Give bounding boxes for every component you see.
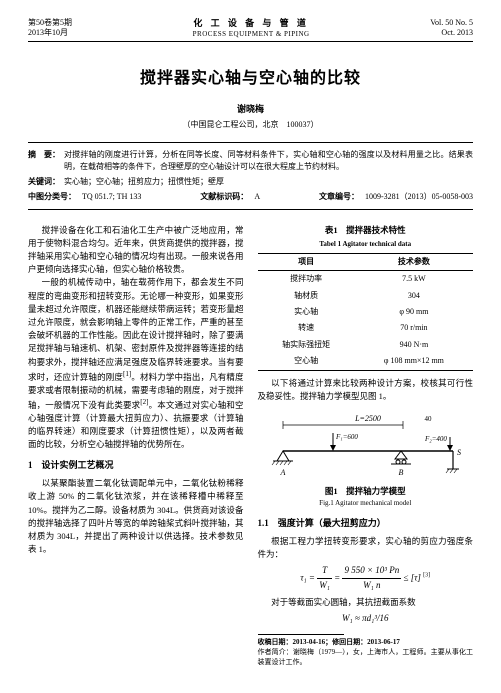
right-p2: 根据工程力学扭转变形要求，实心轴的剪应力强度条件为：	[258, 535, 474, 561]
t1r3c1: 70 r/min	[355, 320, 473, 336]
section-1-head: 1 设计实例工艺概况	[28, 459, 244, 473]
eq1-over: W₁	[317, 579, 332, 593]
abstract-block: 摘 要： 对搅拌轴的刚度进行计算，分析在同等长度、同等材料条件下，实心轴和空心轴…	[28, 142, 473, 210]
date-en: Oct. 2013	[430, 28, 473, 38]
docno-label: 文章编号：	[319, 192, 359, 201]
t1r2c0: 实心轴	[258, 304, 355, 320]
ref-2: [2]	[140, 398, 148, 406]
abstract-text: 对搅拌轴的刚度进行计算，分析在同等长度、同等材料条件下，实心轴和空心轴的强度以及…	[64, 149, 473, 173]
t1r5c0: 空心轴	[258, 353, 355, 370]
clc-label: 中图分类号：	[28, 192, 76, 201]
header-right: Vol. 50 No. 5 Oct. 2013	[430, 18, 473, 39]
shaft-model-diagram: L=2500 40 A B F₁=600 F₂=400 S	[263, 409, 468, 481]
figure-1: L=2500 40 A B F₁=600 F₂=400 S	[258, 409, 474, 481]
t1r0c1: 7.5 kW	[355, 271, 473, 288]
journal-cn: 化 工 设 备 与 管 道	[193, 18, 310, 30]
affiliation: （中国昆仑工程公司，北京 100037）	[28, 119, 473, 130]
t1r4c0: 轴实际强扭矩	[258, 337, 355, 353]
left-p2: 一般的机械传动中，轴在载荷作用下，都会发生不同程度的弯曲变形和扭转变形。无论哪一…	[28, 276, 244, 451]
equation-2: W₁ ≈ πd₁³/16	[258, 612, 474, 626]
t1r1c1: 304	[355, 288, 473, 304]
volume-en: Vol. 50 No. 5	[430, 18, 473, 28]
table1-h2: 技术参数	[355, 253, 473, 270]
table1-caption-en: Tabel 1 Agitator technical data	[258, 239, 474, 250]
svg-text:40: 40	[424, 415, 432, 423]
header-center: 化 工 设 备 与 管 道 PROCESS EQUIPMENT & PIPING	[193, 18, 310, 39]
eq1-lhs: τ₁ =	[300, 573, 315, 583]
svg-text:L=2500: L=2500	[354, 414, 381, 423]
header-rule	[28, 41, 473, 42]
left-p1: 搅拌设备在化工和石油化工生产中被广泛地应用，常用于使物料混合均匀。近年来，供货商…	[28, 224, 244, 277]
docmark: 文献标识码： A	[200, 191, 260, 203]
docno: 文章编号： 1009-3281（2013）05-0058-003	[319, 191, 473, 203]
svg-text:B: B	[398, 468, 403, 477]
svg-text:F₁=600: F₁=600	[335, 433, 358, 441]
t1r5c1: φ 108 mm×12 mm	[355, 353, 473, 370]
footnote-rule	[258, 634, 344, 635]
table1: 项目 技术参数 搅拌功率7.5 kW 轴材质304 实心轴φ 90 mm 转速7…	[258, 253, 474, 371]
running-header: 第50卷第5期 2013年10月 化 工 设 备 与 管 道 PROCESS E…	[28, 18, 473, 39]
eq1-rhs: ≤ [τ]	[404, 573, 421, 583]
paper-title: 搅拌器实心轴与空心轴的比较	[28, 64, 473, 88]
body-columns: 搅拌设备在化工和石油化工生产中被广泛地应用，常用于使物料混合均匀。近年来，供货商…	[28, 224, 473, 668]
clc: 中图分类号： TQ 051.7; TH 133	[28, 191, 141, 203]
author-name: 谢晓梅	[28, 102, 473, 115]
keywords-label: 关键词：	[28, 176, 60, 188]
eq1-mid: T	[317, 564, 332, 579]
footnote-auth: 作者简介：谢晓梅（1979—），女，上海市人，工程师。主要从事化工装置设计工作。	[258, 648, 474, 668]
svg-text:S: S	[457, 448, 461, 457]
left-column: 搅拌设备在化工和石油化工生产中被广泛地应用，常用于使物料混合均匀。近年来，供货商…	[28, 224, 244, 668]
eq1-num: 9 550 × 10³ Pn	[342, 564, 401, 579]
footnote-recv: 收稿日期：2013-04-16；修回日期：2013-06-17	[258, 638, 474, 648]
journal-en: PROCESS EQUIPMENT & PIPING	[193, 30, 310, 39]
docmark-label: 文献标识码：	[200, 192, 248, 201]
t1r0c0: 搅拌功率	[258, 271, 355, 288]
keywords-text: 实心轴；空心轴；扭剪应力；扭惯性矩；壁厚	[64, 176, 224, 188]
docmark-text: A	[254, 192, 260, 201]
svg-text:A: A	[279, 468, 285, 477]
equation-1: τ₁ = T W₁ = 9 550 × 10³ Pn W₁ n ≤ [τ] [3…	[258, 564, 474, 593]
page: 第50卷第5期 2013年10月 化 工 设 备 与 管 道 PROCESS E…	[0, 0, 501, 688]
t1r4c1: 940 N·m	[355, 337, 473, 353]
volume-cn: 第50卷第5期	[28, 18, 72, 28]
right-p3: 对于等截面实心圆轴，其抗扭截面系数	[258, 596, 474, 609]
left-p3: 以某聚酯装置二氧化钛调配单元中，二氧化钛粉稀释收上游 50% 的二氧化钛浓浆，并…	[28, 477, 244, 556]
eq1-ref: [3]	[423, 573, 430, 579]
ref-1: [1]	[123, 370, 131, 378]
table1-h1: 项目	[258, 253, 355, 270]
fig1-caption-en: Fig.1 Agitator mechanical model	[258, 498, 474, 509]
eq1-eq: =	[334, 573, 340, 583]
abstract-label: 摘 要：	[28, 149, 60, 173]
section-1.1-head: 1.1 强度计算（最大扭剪应力）	[258, 517, 474, 531]
docno-text: 1009-3281（2013）05-0058-003	[365, 192, 473, 201]
right-column: 表1 搅拌器技术特性 Tabel 1 Agitator technical da…	[258, 224, 474, 668]
header-left: 第50卷第5期 2013年10月	[28, 18, 72, 39]
left-p2-a: 一般的机械传动中，轴在载荷作用下，都会发生不同程度的弯曲变形和扭转变形。无论哪一…	[28, 277, 244, 381]
t1r3c0: 转速	[258, 320, 355, 336]
table1-caption-cn: 表1 搅拌器技术特性	[258, 224, 474, 237]
t1r2c1: φ 90 mm	[355, 304, 473, 320]
right-p1: 以下将通过计算来比较两种设计方案，校核其可行性及稳妥性。搅拌轴力学模型见图 1。	[258, 377, 474, 403]
footnote-block: 收稿日期：2013-04-16；修回日期：2013-06-17 作者简介：谢晓梅…	[258, 638, 474, 667]
eq1-den: W₁ n	[342, 579, 401, 593]
fig1-caption-cn: 图1 搅拌轴力学模型	[258, 485, 474, 498]
date-cn: 2013年10月	[28, 28, 72, 38]
footnote-recv-text: 收稿日期：2013-04-16；修回日期：2013-06-17	[258, 638, 400, 646]
svg-text:F₂=400: F₂=400	[424, 435, 447, 443]
t1r1c0: 轴材质	[258, 288, 355, 304]
clc-text: TQ 051.7; TH 133	[82, 192, 141, 201]
